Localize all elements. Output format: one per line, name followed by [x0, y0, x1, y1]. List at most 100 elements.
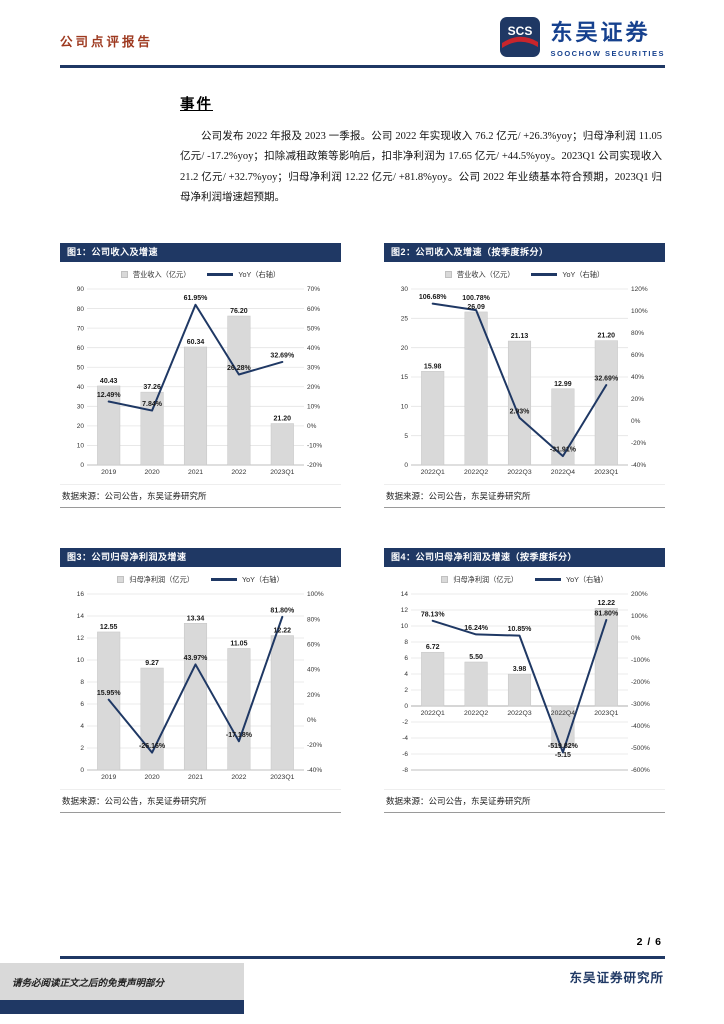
chart-source-note: 数据来源：公司公告，东吴证券研究所	[384, 789, 665, 813]
svg-text:2022Q1: 2022Q1	[421, 710, 445, 717]
svg-text:-600%: -600%	[631, 767, 650, 774]
svg-text:4: 4	[80, 723, 84, 730]
svg-text:40%: 40%	[307, 345, 320, 352]
svg-text:40: 40	[77, 384, 85, 391]
svg-text:2023Q1: 2023Q1	[594, 469, 618, 476]
svg-text:30: 30	[77, 404, 85, 411]
svg-text:20: 20	[401, 345, 409, 352]
footer-page-number: 2 / 6	[636, 936, 662, 948]
svg-text:10: 10	[401, 404, 409, 411]
svg-text:70%: 70%	[307, 286, 320, 293]
svg-text:2022: 2022	[231, 469, 246, 476]
event-body: 公司发布 2022 年报及 2023 一季报。公司 2022 年实现收入 76.…	[180, 131, 662, 204]
svg-text:SCS: SCS	[508, 24, 533, 38]
svg-text:2.93%: 2.93%	[510, 408, 531, 415]
svg-text:2020: 2020	[145, 469, 160, 476]
svg-text:2022: 2022	[231, 774, 246, 781]
legend-bar-label: 归母净利润（亿元）	[129, 574, 194, 584]
svg-text:37.26: 37.26	[143, 384, 161, 391]
disclaimer-box: 请务必阅读正文之后的免责声明部分	[0, 963, 244, 1000]
svg-text:10: 10	[77, 443, 85, 450]
svg-text:2022Q3: 2022Q3	[507, 710, 531, 717]
chart-legend: 归母净利润（亿元） YoY（右轴）	[60, 574, 341, 585]
svg-text:60%: 60%	[307, 306, 320, 313]
svg-text:0: 0	[80, 462, 84, 469]
svg-text:20: 20	[77, 423, 85, 430]
legend-bar-label: 营业收入（亿元）	[456, 269, 515, 279]
svg-text:2022Q4: 2022Q4	[551, 469, 575, 476]
svg-text:12.22: 12.22	[598, 600, 616, 607]
chart-source-note: 数据来源：公司公告，东吴证券研究所	[60, 484, 341, 508]
svg-text:200%: 200%	[631, 591, 648, 598]
svg-text:30: 30	[401, 286, 409, 293]
svg-text:-200%: -200%	[631, 679, 650, 686]
svg-text:78.13%: 78.13%	[421, 611, 446, 618]
svg-text:60%: 60%	[631, 352, 644, 359]
svg-text:12.49%: 12.49%	[97, 392, 122, 399]
svg-text:8: 8	[80, 679, 84, 686]
svg-text:32.69%: 32.69%	[594, 376, 619, 383]
chart-title: 图4：公司归母净利润及增速（按季度拆分）	[384, 548, 665, 567]
svg-text:6.72: 6.72	[426, 644, 440, 651]
disclaimer-text: 请务必阅读正文之后的免责声明部分	[12, 978, 165, 989]
svg-text:12: 12	[401, 607, 409, 614]
svg-text:-40%: -40%	[307, 767, 322, 774]
charts-grid: 图1：公司收入及增速 营业收入（亿元） YoY（右轴） 0 10 20 30 40 50 60 70…	[60, 243, 665, 813]
legend-line-swatch-icon	[531, 273, 558, 276]
svg-text:2019: 2019	[101, 774, 116, 781]
svg-text:2022Q3: 2022Q3	[507, 469, 531, 476]
svg-text:40.43: 40.43	[100, 378, 118, 385]
svg-text:12.22: 12.22	[274, 628, 292, 635]
chart-panel: 图3：公司归母净利润及增速 归母净利润（亿元） YoY（右轴） 0 2 4 6 8 10 12 14…	[60, 548, 341, 813]
svg-text:10.85%: 10.85%	[508, 626, 533, 633]
event-title: 事件	[180, 97, 213, 113]
svg-text:26.28%: 26.28%	[227, 365, 252, 372]
svg-text:2022Q4: 2022Q4	[551, 710, 575, 717]
svg-text:10%: 10%	[307, 404, 320, 411]
svg-text:-4: -4	[402, 735, 408, 742]
svg-text:60%: 60%	[307, 641, 320, 648]
svg-text:81.80%: 81.80%	[594, 611, 619, 618]
svg-text:-26.16%: -26.16%	[139, 743, 166, 750]
svg-text:-500%: -500%	[631, 745, 650, 752]
svg-text:61.95%: 61.95%	[184, 295, 209, 302]
svg-text:10: 10	[401, 623, 409, 630]
svg-text:-20%: -20%	[307, 462, 322, 469]
svg-text:12: 12	[77, 635, 85, 642]
legend-bar-swatch-icon	[117, 576, 125, 583]
svg-text:14: 14	[401, 591, 409, 598]
svg-text:-20%: -20%	[631, 440, 646, 447]
svg-text:70: 70	[77, 325, 85, 332]
svg-text:15.98: 15.98	[424, 363, 442, 370]
svg-text:40%: 40%	[631, 374, 644, 381]
svg-text:100%: 100%	[631, 308, 648, 315]
svg-text:21.13: 21.13	[511, 333, 529, 340]
svg-text:60.34: 60.34	[187, 339, 205, 346]
svg-text:106.68%: 106.68%	[419, 294, 447, 301]
svg-text:4: 4	[404, 671, 408, 678]
svg-text:0%: 0%	[307, 717, 317, 724]
svg-text:6: 6	[80, 701, 84, 708]
svg-text:2023Q1: 2023Q1	[594, 710, 618, 717]
chart-panel: 图1：公司收入及增速 营业收入（亿元） YoY（右轴） 0 10 20 30 40 50 60 70…	[60, 243, 341, 508]
footer-institute: 东吴证券研究所	[569, 971, 664, 985]
chart-legend: 营业收入（亿元） YoY（右轴）	[60, 269, 341, 280]
legend-line-label: YoY（右轴）	[562, 269, 605, 279]
legend-line-swatch-icon	[207, 273, 234, 276]
svg-text:0%: 0%	[631, 635, 641, 642]
chart-source-note: 数据来源：公司公告，东吴证券研究所	[60, 789, 341, 813]
svg-text:15: 15	[401, 374, 409, 381]
svg-text:14: 14	[77, 613, 85, 620]
svg-text:80%: 80%	[631, 330, 644, 337]
svg-text:0%: 0%	[307, 423, 317, 430]
svg-text:100%: 100%	[631, 613, 648, 620]
chart-canvas: 0 2 4 6 8 10 12 14 16 -40% -20% 0% 20% 40% 60% 80% 100% 1…	[77, 591, 324, 781]
svg-text:80%: 80%	[307, 616, 320, 623]
svg-text:12.99: 12.99	[554, 381, 572, 388]
svg-text:10: 10	[77, 657, 85, 664]
legend-line-swatch-icon	[211, 578, 237, 581]
svg-text:7.84%: 7.84%	[142, 401, 163, 408]
legend-line-label: YoY（右轴）	[566, 574, 608, 584]
svg-text:80: 80	[77, 306, 85, 313]
